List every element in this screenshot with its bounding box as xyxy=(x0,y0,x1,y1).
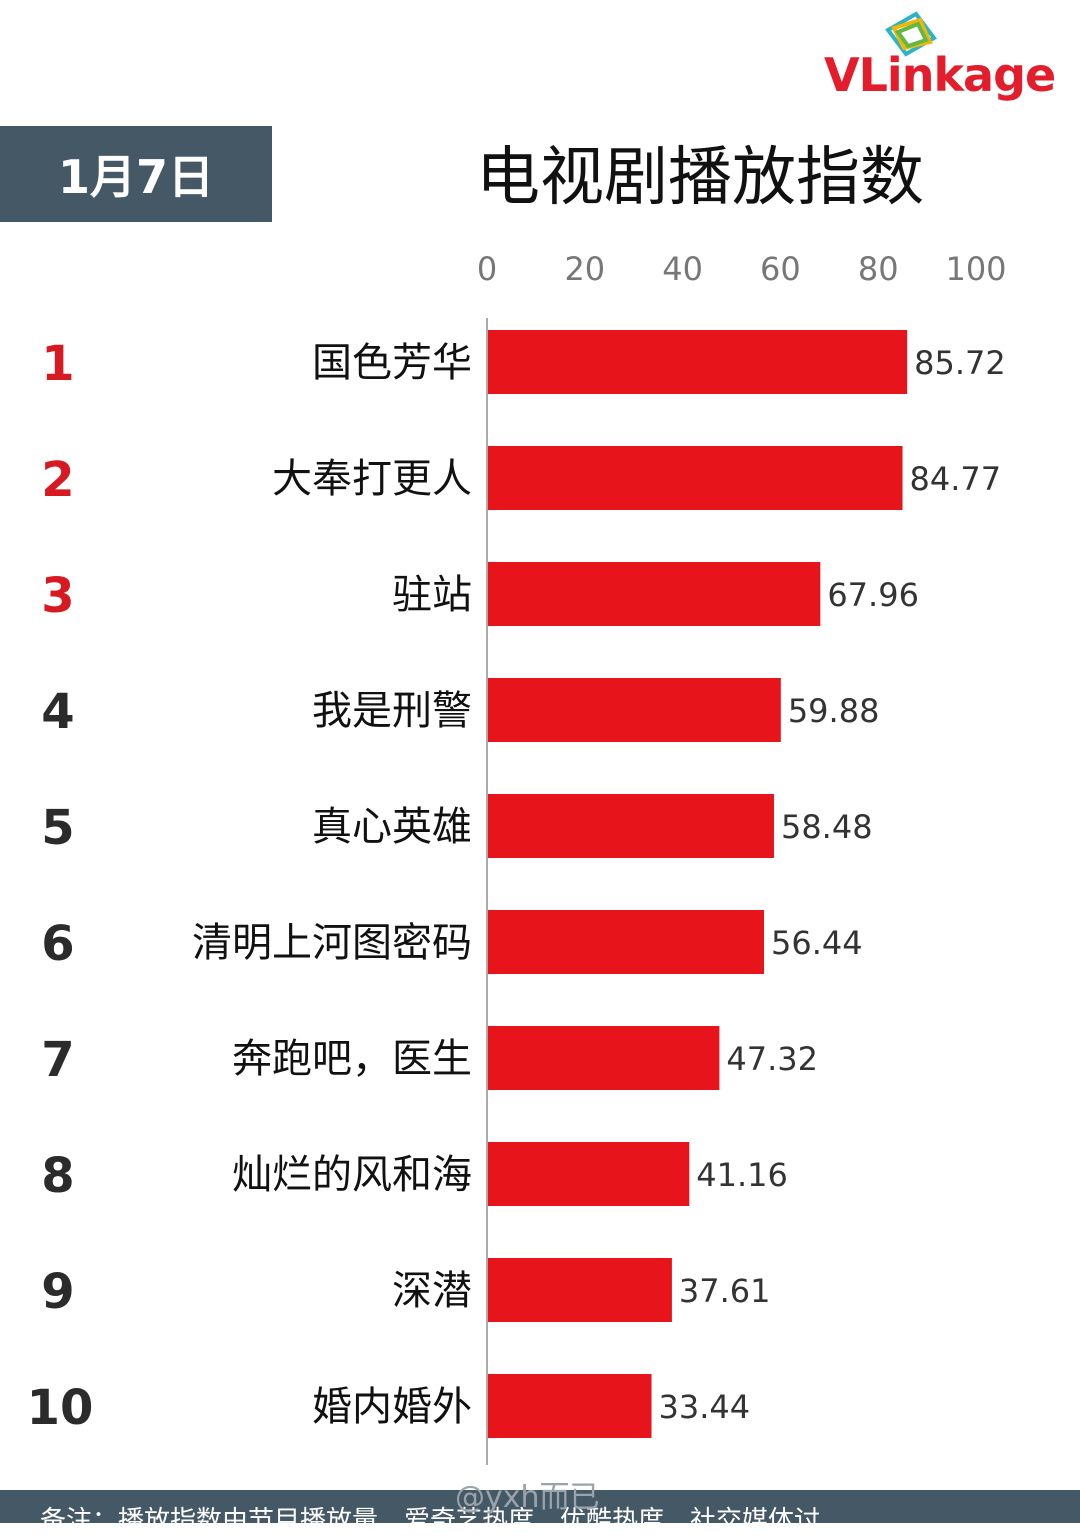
rank-number: 7 xyxy=(41,1032,74,1088)
footer-bar xyxy=(0,1490,1080,1523)
category-label: 真心英雄 xyxy=(312,804,472,850)
chart-title: 电视剧播放指数 xyxy=(476,141,924,215)
rank-number: 10 xyxy=(27,1380,94,1436)
category-label: 灿烂的风和海 xyxy=(232,1152,472,1198)
category-label: 国色芳华 xyxy=(312,340,472,386)
bar xyxy=(488,1374,652,1438)
value-label: 84.77 xyxy=(910,460,1002,498)
category-label: 深潜 xyxy=(392,1268,472,1314)
value-label: 56.44 xyxy=(771,924,863,962)
category-label: 清明上河图密码 xyxy=(192,920,472,966)
value-label: 37.61 xyxy=(679,1272,771,1310)
value-label: 58.48 xyxy=(781,808,873,846)
x-tick-label: 80 xyxy=(858,250,899,288)
date-badge: 1月7日 xyxy=(0,126,272,222)
category-label: 大奉打更人 xyxy=(272,456,472,502)
value-label: 33.44 xyxy=(659,1388,751,1426)
bar-chart: 0 20 40 60 80 100 1 国色芳华 85.72 2 大奉打更人 84.77 3 驻站 67.9… xyxy=(27,250,1007,1465)
rank-number: 3 xyxy=(41,568,74,624)
logo-frames-icon xyxy=(885,11,937,57)
rank-number: 5 xyxy=(41,800,74,856)
rank-number: 8 xyxy=(41,1148,74,1204)
bar xyxy=(488,678,781,742)
bar xyxy=(488,794,774,858)
category-label: 驻站 xyxy=(392,572,472,618)
rank-number: 2 xyxy=(41,452,74,508)
x-tick-label: 0 xyxy=(477,250,497,288)
watermark: @yxh而已 xyxy=(455,1480,600,1515)
category-label: 婚内婚外 xyxy=(312,1384,472,1430)
footer-note: 备注：播放指数由节目播放量、爱奇艺热度、优酷热度、社交媒体讨 xyxy=(40,1506,821,1536)
rank-number: 9 xyxy=(41,1264,74,1320)
value-label: 47.32 xyxy=(726,1040,818,1078)
x-tick-label: 20 xyxy=(564,250,605,288)
value-label: 59.88 xyxy=(788,692,880,730)
bar xyxy=(488,910,764,974)
bar xyxy=(488,1026,720,1090)
rank-number: 4 xyxy=(41,684,74,740)
category-label: 奔跑吧，医生 xyxy=(232,1036,472,1082)
bar xyxy=(488,1258,672,1322)
category-label: 我是刑警 xyxy=(312,688,472,734)
bar xyxy=(488,1142,690,1206)
rank-number: 6 xyxy=(41,916,74,972)
x-tick-label: 40 xyxy=(662,250,703,288)
value-label: 85.72 xyxy=(914,344,1006,382)
value-label: 41.16 xyxy=(696,1156,788,1194)
bar xyxy=(488,446,903,510)
logo-text: VLinkage xyxy=(824,48,1056,102)
bar xyxy=(488,562,821,626)
vlinkage-logo: VLinkage xyxy=(820,8,1075,108)
x-tick-label: 60 xyxy=(760,250,801,288)
value-label: 67.96 xyxy=(827,576,919,614)
rank-number: 1 xyxy=(41,336,74,392)
bar xyxy=(488,330,908,394)
x-tick-label: 100 xyxy=(945,250,1006,288)
